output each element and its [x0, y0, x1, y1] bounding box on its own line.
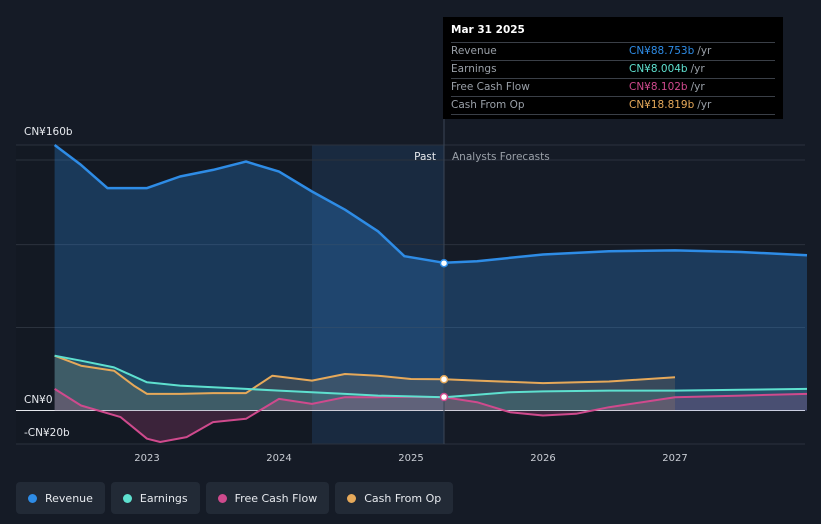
legend-label: Cash From Op [364, 491, 442, 505]
tooltip-value: CN¥8.004b [629, 63, 688, 75]
legend-dot-icon [217, 493, 227, 503]
legend-item-cash-from-op[interactable]: Cash From Op [335, 482, 454, 514]
tooltip-row-revenue: Revenue CN¥88.753b /yr [451, 43, 775, 61]
series-line-revenue [53, 144, 808, 265]
legend: Revenue Earnings Free Cash Flow Cash Fro… [16, 482, 454, 514]
legend-label: Free Cash Flow [234, 491, 318, 505]
legend-dot-icon [347, 493, 357, 503]
legend-dot-icon [28, 493, 37, 503]
legend-dot-icon [122, 493, 132, 503]
tooltip-unit: /yr [697, 99, 712, 111]
legend-item-revenue[interactable]: Revenue [16, 482, 105, 514]
legend-item-free-cash-flow[interactable]: Free Cash Flow [205, 482, 330, 514]
legend-label: Revenue [45, 491, 93, 505]
tooltip-value: CN¥18.819b [629, 99, 695, 111]
tooltip-label: Cash From Op [451, 99, 525, 111]
y-tick-label: -CN¥20b [24, 427, 70, 439]
highlight-point-free-cash-flow [439, 392, 449, 402]
series-line-free-cash-flow [54, 388, 808, 443]
chart-area: Past Analysts Forecasts CN¥160b CN¥0 -CN¥20b… [16, 119, 808, 464]
highlight-point-revenue [439, 258, 449, 268]
series-area-earnings [54, 355, 808, 411]
tooltip-row-earnings: Earnings CN¥8.004b /yr [451, 61, 775, 79]
series-line-earnings [54, 354, 808, 399]
legend-item-earnings[interactable]: Earnings [110, 482, 200, 514]
tooltip-label: Revenue [451, 45, 497, 57]
series-area-free-cash-flow [54, 388, 808, 442]
tooltip-unit: /yr [690, 81, 705, 93]
tooltip-unit: /yr [690, 63, 705, 75]
legend-label: Earnings [139, 491, 188, 505]
x-tick-label: 2025 [398, 453, 423, 464]
x-tick-label: 2026 [530, 453, 555, 464]
highlight-point-cash-from-op [439, 375, 449, 384]
x-tick-label: 2023 [134, 453, 159, 464]
tooltip-date: Mar 31 2025 [451, 24, 775, 43]
series-area-revenue [54, 145, 808, 411]
tooltip-value: CN¥8.102b [629, 81, 688, 93]
tooltip: Mar 31 2025 Revenue CN¥88.753b /yr Earni… [443, 17, 783, 119]
tooltip-label: Earnings [451, 63, 497, 75]
x-tick-label: 2024 [266, 453, 291, 464]
tooltip-row-free-cash-flow: Free Cash Flow CN¥8.102b /yr [451, 79, 775, 97]
series-area-cash-from-op [54, 355, 676, 411]
tooltip-value: CN¥88.753b [629, 45, 695, 57]
tooltip-unit: /yr [697, 45, 712, 57]
series-line-cash-from-op [54, 354, 676, 395]
x-tick-label: 2027 [662, 453, 687, 464]
tooltip-label: Free Cash Flow [451, 81, 530, 93]
tooltip-row-cash-from-op: Cash From Op CN¥18.819b /yr [451, 97, 775, 115]
past-label: Past [414, 151, 436, 163]
forecast-label: Analysts Forecasts [452, 151, 550, 163]
y-tick-label: CN¥160b [24, 126, 73, 138]
y-tick-label: CN¥0 [24, 394, 53, 406]
